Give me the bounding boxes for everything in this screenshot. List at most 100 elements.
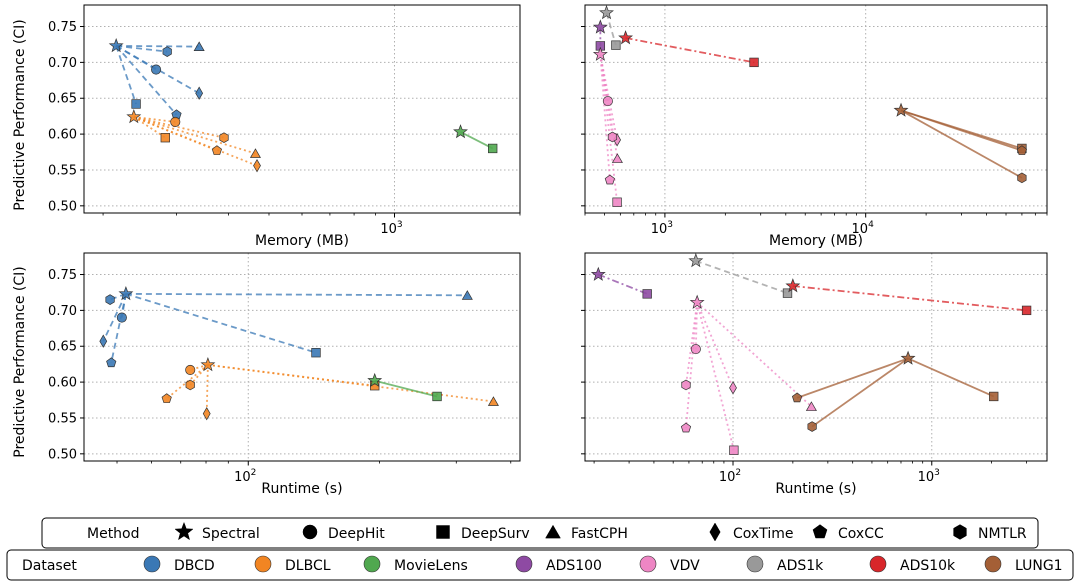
legend-label-dbcd: DBCD (174, 558, 215, 574)
point-dlbcl-deephit (170, 116, 181, 127)
x-tick-label: 103 (651, 220, 673, 237)
legend-marker-coxtime (709, 522, 721, 542)
y-axis-label-bottom: Predictive Performance (CI) (12, 266, 28, 457)
legend-dataset-title: Dataset (22, 558, 77, 574)
point-dlbcl-spectral (200, 357, 216, 372)
connector-line-dbcd (115, 45, 200, 95)
connector-line-vdv (599, 54, 614, 138)
connector-line-vdv (599, 54, 611, 181)
point-dlbcl-fastcph (487, 396, 499, 406)
point-vdv-deepsurv (729, 445, 739, 455)
point-movielens-deepsurv (488, 143, 498, 154)
point-dbcd-nmtlr (162, 46, 172, 57)
point-dbcd-deephit (151, 64, 162, 75)
connector-line-dlbcl (207, 363, 494, 403)
legend-marker-deephit (302, 524, 318, 540)
connector-line-vdv (696, 301, 813, 408)
point-ads1k-spectral (599, 5, 614, 20)
connector-line-movielens (374, 379, 438, 398)
point-lung1-spectral (893, 102, 909, 117)
point-vdv-deephit (690, 344, 701, 355)
point-dbcd-coxtime (195, 86, 204, 100)
point-vdv-spectral (592, 46, 608, 61)
point-vdv-deepsurv (612, 197, 622, 207)
point-dbcd-deepsurv (131, 99, 141, 109)
connector-line-lung1 (796, 357, 909, 399)
legend-label-deephit: DeepHit (328, 526, 385, 542)
point-vdv-coxcc (604, 174, 615, 185)
legend-swatch-dlbcl (254, 555, 272, 573)
connector-line-vdv (685, 302, 699, 429)
legend-label-nmtlr: NMTLR (978, 526, 1027, 542)
point-dbcd-deepsurv (311, 348, 321, 358)
point-dlbcl-nmtlr (219, 132, 229, 144)
connector-line-lung1 (907, 357, 995, 398)
legend-label-coxtime: CoxTime (733, 526, 793, 542)
y-tick-label: 0.65 (48, 92, 77, 107)
x-tick-label: 103 (918, 468, 940, 485)
chart-panel-bottom-right: 102 103 Runtime (s) (581, 252, 1048, 497)
x-axis-label: Runtime (s) (261, 481, 342, 497)
point-vdv-coxcc (680, 422, 692, 433)
y-axis-label-top: Predictive Performance (CI) (12, 19, 28, 210)
point-vdv-spectral (689, 294, 705, 309)
legend-method: Method Spectral DeepHit DeepSurv FastCPH Cox… (41, 517, 1039, 549)
point-vdv-fastcph (611, 153, 623, 163)
legend-label-deepsurv: DeepSurv (461, 526, 530, 542)
y-tick-label: 0.50 (48, 447, 77, 462)
point-movielens-spectral (367, 372, 383, 387)
legend-label-movielens: MovieLens (394, 558, 468, 574)
point-lung1-nmtlr (1017, 172, 1027, 184)
y-tick-label: 0.65 (48, 340, 77, 355)
point-dlbcl-deephit (185, 364, 196, 375)
connector-line-ads10k (792, 285, 1027, 312)
connector-line-dbcd (102, 293, 127, 342)
axes-frame (584, 4, 1048, 214)
point-ads1k-spectral (688, 253, 704, 268)
legend-marker-coxcc (812, 524, 828, 539)
connector-line-dlbcl (205, 364, 209, 414)
point-ads100-spectral (592, 19, 608, 34)
point-lung1-deepsurv (989, 391, 999, 402)
y-tick-label: 0.75 (48, 20, 77, 35)
point-dlbcl-coxcc (161, 393, 172, 403)
point-dbcd-coxtime (99, 334, 108, 348)
y-tick-label: 0.60 (48, 128, 77, 143)
legend-swatch-vdv (639, 555, 657, 573)
point-lung1-spectral (900, 350, 916, 365)
legend-swatch-ads100 (515, 555, 533, 573)
point-dlbcl-deepsurv (160, 133, 170, 143)
point-dbcd-deephit (116, 312, 127, 323)
point-lung1-nmtlr (807, 421, 817, 432)
point-ads10k-spectral (785, 278, 801, 293)
legend-label-vdv: VDV (670, 558, 700, 574)
x-axis-label: Memory (MB) (255, 233, 349, 249)
x-tick-label: 102 (719, 468, 741, 485)
connector-line-ads1k (695, 260, 788, 295)
legend-marker-spectral (174, 521, 194, 541)
y-tick-label: 0.55 (48, 411, 77, 426)
chart-panel-bottom-left: 0.50 0.55 0.60 0.65 0.70 0.75 102 Runtime (s) (48, 252, 521, 497)
legend-label-ads10k: ADS10k (900, 558, 956, 574)
point-dlbcl-nmtlr (185, 379, 195, 391)
legend-marker-fastcph (545, 524, 561, 539)
point-lung1-coxcc (791, 392, 803, 403)
legend-marker-deepsurv (436, 525, 450, 539)
y-tick-label: 0.70 (48, 304, 77, 319)
point-dlbcl-coxtime (202, 406, 211, 421)
connector-line-dbcd (115, 45, 137, 105)
legend-dataset: Dataset DBCD DLBCL MovieLens ADS100 VDV ADS1k… (6, 549, 1074, 581)
connector-line-dbcd (116, 44, 200, 48)
connector-line-dbcd (125, 292, 468, 297)
point-vdv-coxtime (729, 381, 737, 395)
point-vdv-nmtlr (681, 379, 691, 391)
point-movielens-deepsurv (432, 391, 442, 402)
x-axis-label: Memory (MB) (769, 233, 863, 249)
connector-line-dbcd (125, 293, 317, 354)
point-dbcd-spectral (118, 286, 134, 301)
legend-swatch-lung1 (984, 555, 1002, 573)
point-ads100-deepsurv (642, 289, 652, 299)
connector-line-vdv (696, 302, 735, 451)
legend-swatch-ads1k (746, 555, 764, 573)
